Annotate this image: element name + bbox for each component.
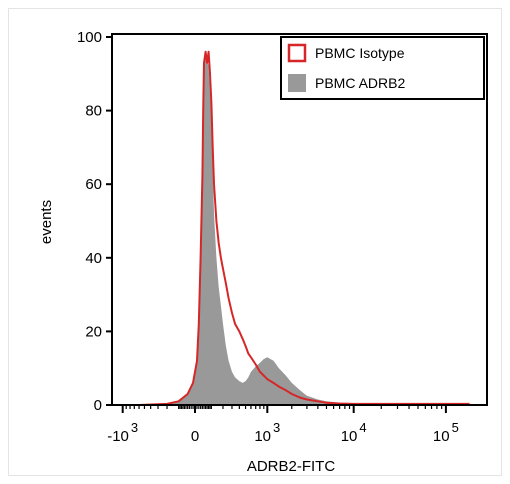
x-tick-label: 105 xyxy=(433,420,459,445)
y-tick-label-20: 20 xyxy=(85,323,102,340)
x-tick-exponent: 3 xyxy=(273,420,280,435)
plot-border xyxy=(111,33,488,406)
legend-label: PBMC ADRB2 xyxy=(315,75,405,91)
legend-label: PBMC Isotype xyxy=(315,45,405,61)
x-tick-base: 0 xyxy=(191,428,199,445)
x-tick-label: -103 xyxy=(107,420,138,445)
x-tick-base: 10 xyxy=(254,428,271,445)
x-tick-base: -10 xyxy=(107,428,129,445)
series-pbmc-isotype-line xyxy=(122,50,470,406)
y-tick-label-100: 100 xyxy=(77,29,102,46)
x-tick-label: 103 xyxy=(254,420,280,445)
x-tick-exponent: 5 xyxy=(452,420,459,435)
x-tick-base: 10 xyxy=(341,428,358,445)
legend-swatch-isotype xyxy=(287,43,307,63)
y-axis-label: events xyxy=(38,200,55,244)
legend: PBMC Isotype PBMC ADRB2 xyxy=(280,36,485,100)
x-tick-label: 0 xyxy=(191,428,199,445)
plot-area xyxy=(122,50,470,406)
y-tick-label-0: 0 xyxy=(94,397,102,414)
legend-swatch-adrb2 xyxy=(288,74,306,92)
x-tick-exponent: 3 xyxy=(131,420,138,435)
series-pbmc-adrb2-area xyxy=(122,51,470,405)
y-tick-label-80: 80 xyxy=(85,103,102,120)
y-tick-label-60: 60 xyxy=(85,176,102,193)
x-axis-label: ADRB2-FITC xyxy=(247,458,336,475)
x-tick-label: 104 xyxy=(341,420,367,445)
x-tick-base: 10 xyxy=(433,428,450,445)
y-tick-label-40: 40 xyxy=(85,250,102,267)
legend-box xyxy=(280,36,485,100)
x-tick-exponent: 4 xyxy=(359,420,366,435)
